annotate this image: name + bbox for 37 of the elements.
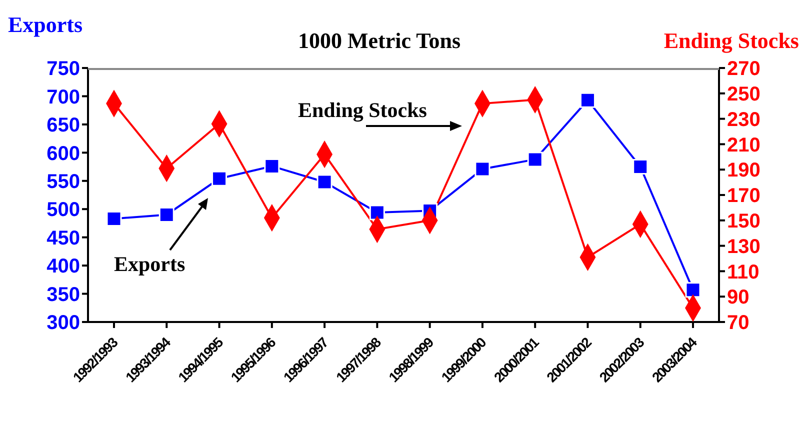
point (264, 158, 280, 174)
y2-tick-label: 150 (727, 210, 760, 232)
y-tick-label: 350 (46, 284, 80, 306)
y-tick-label: 550 (46, 170, 80, 193)
y-axis-title: Exports (8, 12, 83, 38)
point (527, 152, 543, 168)
y2-tick-label: 210 (727, 134, 760, 156)
point (212, 170, 228, 186)
y2-axis-title: Ending Stocks (664, 28, 799, 54)
y2-tick-label: 250 (727, 84, 760, 106)
y-tick-label: 450 (46, 227, 80, 250)
y-tick-label: 300 (46, 312, 80, 334)
point (632, 159, 648, 175)
y2-tick-label: 230 (727, 108, 760, 131)
y2-tick-label: 190 (727, 160, 760, 182)
point (316, 174, 332, 190)
point (474, 161, 490, 177)
point (158, 207, 174, 223)
y-tick-label: 400 (46, 256, 80, 278)
y-tick-label: 600 (46, 142, 80, 165)
point (685, 282, 701, 298)
point (106, 210, 122, 226)
y2-tick-label: 70 (727, 312, 750, 334)
y2-tick-label: 270 (727, 58, 760, 80)
annotation: Ending Stocks (298, 98, 427, 123)
y2-tick-label: 130 (727, 236, 760, 258)
point (580, 92, 596, 108)
y2-tick-label: 110 (727, 261, 760, 284)
chart-title: 1000 Metric Tons (298, 28, 461, 54)
annotation: Exports (114, 252, 186, 277)
y2-tick-label: 90 (727, 286, 750, 309)
y-tick-label: 500 (46, 199, 80, 222)
y2-tick-label: 170 (727, 185, 760, 208)
y-tick-label: 700 (46, 86, 80, 108)
y-tick-label: 650 (46, 114, 80, 137)
y-tick-label: 750 (46, 58, 80, 80)
point (369, 204, 385, 220)
